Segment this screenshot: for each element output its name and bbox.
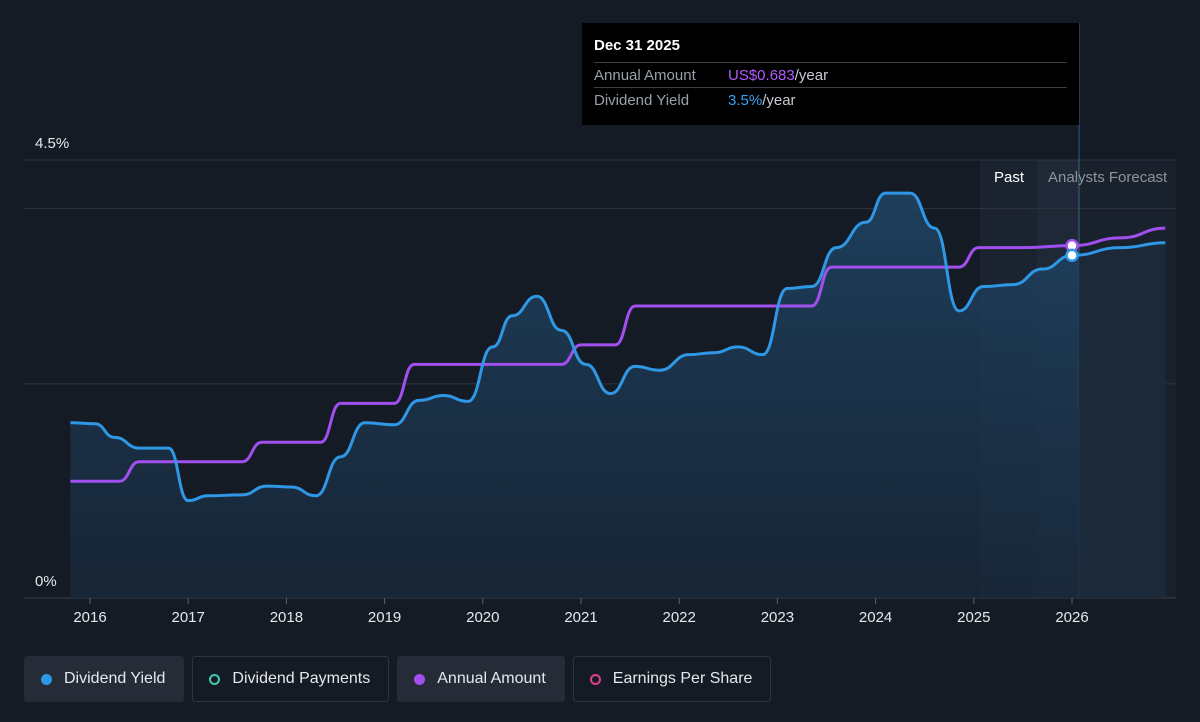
annual-amount-line [70, 226, 1166, 483]
yield-area-past [70, 193, 1079, 598]
legend-dot-icon [414, 673, 426, 685]
legend-ring-icon [209, 673, 221, 685]
forecast-label: Analysts Forecast [1048, 169, 1168, 186]
legend-dot-icon [41, 673, 52, 685]
legend-label: Dividend Payments [232, 670, 371, 687]
tooltip-label: Dividend Yield [594, 92, 690, 109]
legend-label: Earnings Per Share [612, 670, 753, 687]
x-tick-label: 2023 [761, 609, 794, 626]
past-label: Past [994, 169, 1025, 186]
dividend-yield-marker [1065, 248, 1079, 263]
tooltip-date: Dec 31 2025 [594, 37, 680, 54]
region-labels: Past Analysts Forecast [994, 169, 1168, 186]
yield-area-forecast [1079, 242, 1166, 598]
chart-legend: Dividend Yield Dividend Payments Annual … [24, 656, 772, 702]
x-tick-label: 2024 [859, 609, 892, 626]
tooltip-unit: /year [762, 92, 796, 109]
y-axis-labels: 4.5% 0% [35, 135, 69, 590]
chart-tooltip: Dec 31 2025 Annual Amount US$0.683 /year… [582, 23, 1079, 125]
x-tick-label: 2017 [172, 609, 205, 626]
legend-ring-icon [589, 673, 601, 685]
x-tick-label: 2019 [368, 609, 401, 626]
x-tick-label: 2020 [466, 609, 499, 626]
x-tick-label: 2022 [663, 609, 696, 626]
tooltip-label: Annual Amount [594, 67, 696, 84]
x-tick-label: 2018 [270, 609, 303, 626]
yield-area [70, 193, 1166, 598]
y-top-label: 4.5% [35, 135, 69, 152]
x-tick-label: 2026 [1055, 609, 1088, 626]
legend-label: Dividend Yield [64, 670, 166, 687]
y-bottom-label: 0% [35, 573, 57, 590]
legend-annual-amount[interactable]: Annual Amount [397, 656, 565, 702]
legend-label: Annual Amount [437, 670, 546, 687]
hover-markers [1065, 238, 1079, 263]
legend-earnings-per-share[interactable]: Earnings Per Share [572, 656, 772, 702]
legend-dividend-payments[interactable]: Dividend Payments [192, 656, 390, 702]
tooltip-row-dividend-yield: Dividend Yield 3.5% /year [594, 87, 1067, 112]
x-axis-ticks: 2016 2017 2018 2019 2020 2021 2022 2023 2024 2025… [73, 598, 1089, 626]
series-lines [70, 191, 1166, 503]
x-tick-label: 2021 [564, 609, 597, 626]
tooltip-row-annual-amount: Annual Amount US$0.683 /year [594, 62, 1067, 87]
legend-dividend-yield[interactable]: Dividend Yield [24, 656, 185, 702]
x-tick-label: 2016 [73, 609, 106, 626]
dividend-yield-line [70, 191, 1166, 503]
tooltip-unit: /year [794, 67, 829, 84]
x-tick-label: 2025 [957, 609, 990, 626]
tooltip-value: 3.5% [728, 92, 763, 109]
tooltip-value: US$0.683 [728, 67, 795, 84]
